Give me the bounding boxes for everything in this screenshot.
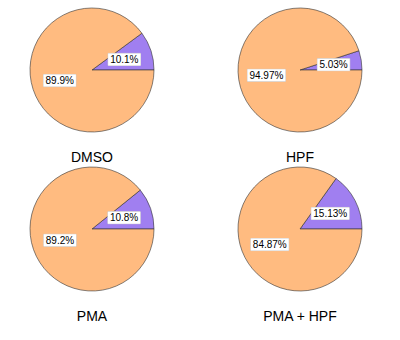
svg-text:94.97%: 94.97% <box>249 70 283 81</box>
svg-text:10.8%: 10.8% <box>110 212 138 223</box>
svg-text:HPF: HPF <box>286 149 314 165</box>
svg-text:PMA: PMA <box>77 308 108 324</box>
svg-text:89.2%: 89.2% <box>46 235 74 246</box>
svg-text:89.9%: 89.9% <box>46 75 74 86</box>
svg-text:15.13%: 15.13% <box>313 208 347 219</box>
svg-text:84.87%: 84.87% <box>253 239 287 250</box>
svg-text:PMA + HPF: PMA + HPF <box>263 308 337 324</box>
svg-text:5.03%: 5.03% <box>319 59 347 70</box>
svg-text:10.1%: 10.1% <box>110 54 138 65</box>
svg-text:DMSO: DMSO <box>71 149 113 165</box>
